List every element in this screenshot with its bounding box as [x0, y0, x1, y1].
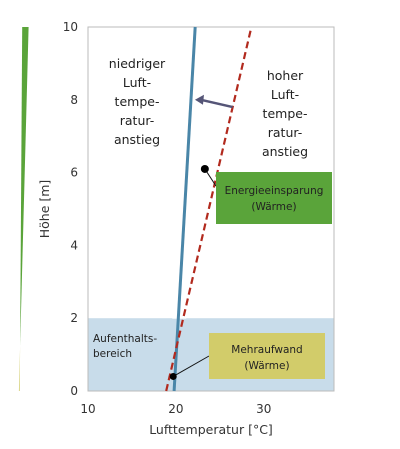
extra-effort-sublabel: (Wärme) [244, 360, 289, 372]
energy-saving-box [216, 172, 332, 224]
series-line-low-gradient [172, 26, 197, 392]
arrow-shaft [200, 98, 233, 109]
left-region-label: niedriger Luft-tempe-ratur-anstieg [109, 56, 166, 147]
arrow-head [194, 94, 204, 105]
x-tick-label: 20 [168, 402, 183, 416]
y-tick-label: 2 [70, 311, 78, 325]
right-region-line: anstieg [262, 144, 308, 159]
left-region-line: anstieg [114, 132, 160, 147]
y-tick-label: 4 [70, 238, 78, 252]
series-line-high-gradient [165, 26, 253, 392]
occupied-zone-line: bereich [93, 348, 132, 360]
y-tick-label: 0 [70, 384, 78, 398]
x-axis-title: Lufttemperatur [°C] [149, 422, 273, 437]
y-tick-label: 10 [63, 20, 78, 34]
occupied-zone-line: Aufenthalts- [93, 333, 157, 345]
extra-effort-box [209, 333, 325, 379]
left-region-line: Luft- [123, 75, 151, 90]
y-tick-label: 6 [70, 166, 78, 180]
y-axis-title: Höhe [m] [37, 180, 52, 239]
extra-marker-dot [169, 372, 177, 380]
x-axis-ticks: 10 20 30 [80, 402, 271, 416]
left-region-line: ratur- [120, 113, 154, 128]
extra-effort-area [18, 346, 21, 391]
energy-saving-label: Energieeinsparung [225, 185, 324, 197]
left-region-line: tempe- [115, 94, 160, 109]
right-region-label: hoher Luft-tempe-ratur-anstieg [262, 68, 308, 159]
right-region-line: ratur- [268, 125, 302, 140]
x-tick-label: 30 [256, 402, 271, 416]
energy-saving-sublabel: (Wärme) [251, 201, 296, 213]
occupied-zone-label: Aufenthalts-bereich [93, 333, 157, 360]
y-axis-ticks: 0 2 4 6 8 10 [63, 20, 78, 398]
right-region-line: hoher [267, 68, 304, 83]
extra-effort-label: Mehraufwand [231, 344, 302, 356]
energy-saving-area [20, 27, 29, 347]
energy-marker-dot [200, 164, 209, 173]
shift-arrow-icon [194, 94, 233, 109]
x-tick-label: 10 [80, 402, 95, 416]
plot-frame [87, 26, 335, 392]
y-tick-label: 8 [70, 93, 78, 107]
extra-leader-line [172, 355, 210, 377]
right-region-line: tempe- [263, 106, 308, 121]
left-region-line: niedriger [109, 56, 166, 71]
right-region-line: Luft- [271, 87, 299, 102]
